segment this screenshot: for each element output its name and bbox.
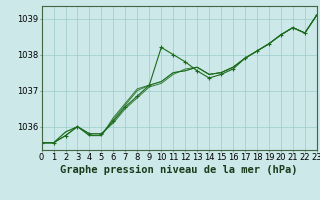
X-axis label: Graphe pression niveau de la mer (hPa): Graphe pression niveau de la mer (hPa) [60,165,298,175]
